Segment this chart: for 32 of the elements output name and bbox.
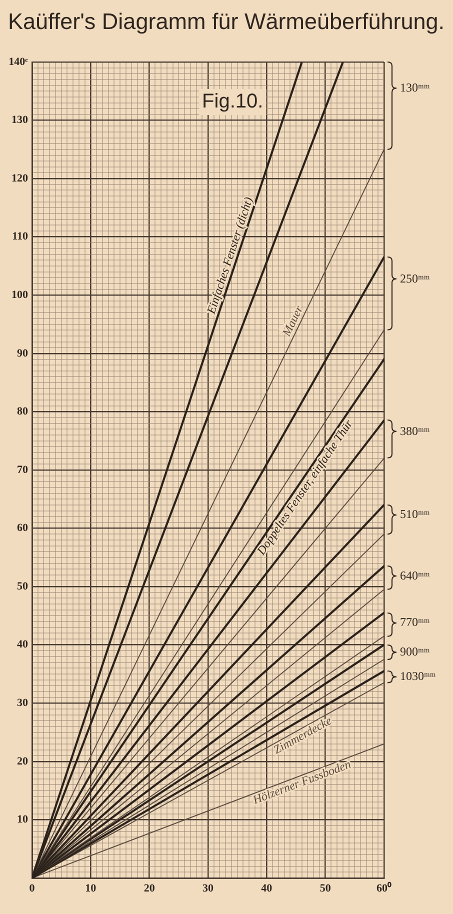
y-tick-label: 110	[12, 230, 28, 243]
y-tick-label: 130	[12, 114, 28, 126]
chart-title: Kaüffer's Diagramm für Wärmeüberführung.	[7, 8, 446, 36]
x-tick-label: 60⁰	[376, 881, 392, 894]
y-tick-label: 60	[17, 522, 28, 534]
y-tick-label: 120	[12, 172, 28, 184]
y-tick-label: 50	[17, 580, 28, 592]
x-tick-label: 10	[85, 882, 97, 894]
text: 250ᵐᵐ	[400, 271, 430, 286]
y-tick-label: 10	[17, 814, 28, 826]
y-tick-label: 100	[12, 288, 28, 301]
x-tick-label: 40	[261, 882, 273, 894]
x-tick-label: 0	[29, 882, 36, 894]
y-tick-label: 70	[17, 464, 28, 476]
x-tick-label: 50	[320, 882, 332, 894]
text: 380ᵐᵐ	[400, 424, 430, 438]
y-tick-label: 20	[17, 755, 28, 768]
y-tick-label: 40	[17, 638, 28, 651]
x-tick-label: 20	[144, 882, 156, 894]
y-tick-label: 30	[17, 696, 28, 709]
text: 510ᵐᵐ	[400, 507, 430, 522]
text: 770ᵐᵐ	[400, 614, 430, 629]
x-tick-label: 30	[202, 882, 214, 894]
annotation: Fig.10.	[202, 90, 264, 113]
y-tick-label: 140ᶜ	[8, 56, 28, 68]
y-tick-label: 80	[17, 406, 28, 418]
text: 130ᵐᵐ	[400, 80, 430, 94]
text: 1030ᵐᵐ	[400, 669, 436, 684]
y-tick-label: 90	[17, 347, 28, 360]
text: 900ᵐᵐ	[400, 644, 430, 658]
text: 640ᵐᵐ	[400, 568, 430, 582]
text: Mauer	[278, 303, 306, 340]
